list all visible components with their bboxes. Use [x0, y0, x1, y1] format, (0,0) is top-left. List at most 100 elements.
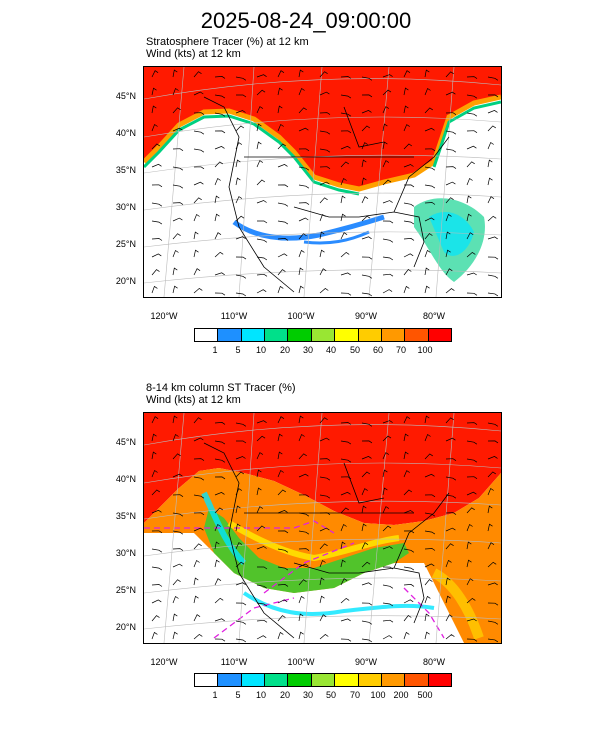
colorbar-label: 10	[255, 345, 266, 355]
wind-barb	[466, 507, 475, 514]
wind-barb	[214, 161, 223, 168]
lat-label: 20°N	[115, 622, 136, 632]
wind-barb	[151, 163, 162, 168]
wind-barb	[277, 87, 283, 96]
wind-barb	[361, 638, 373, 643]
wind-barb	[298, 285, 304, 294]
wind-barb	[277, 285, 284, 294]
lat-label: 40°N	[115, 474, 136, 484]
wind-barb	[487, 505, 493, 514]
wind-barb	[445, 559, 452, 568]
colorbar-label: 50	[325, 690, 336, 700]
wind-barb	[361, 456, 372, 460]
colorbar-label: 5	[235, 345, 241, 355]
wind-barb	[361, 196, 369, 204]
wind-barb	[340, 597, 350, 604]
colorbar-label: 60	[372, 345, 383, 355]
wind-barb	[298, 530, 310, 535]
wind-barb	[151, 489, 160, 496]
wind-barb	[340, 638, 352, 642]
wind-barb	[277, 599, 288, 604]
wind-barb	[319, 268, 327, 276]
wind-barb	[298, 184, 310, 189]
wind-barb	[466, 476, 478, 479]
colorbar-swatch	[358, 674, 382, 686]
wind-barb	[172, 433, 179, 442]
wind-barb	[256, 89, 266, 96]
wind-barb	[235, 76, 247, 81]
wind-barb	[172, 267, 178, 276]
wind-barb	[466, 597, 476, 604]
wind-barb	[277, 184, 289, 188]
wind-barb	[172, 548, 184, 551]
wind-barb	[487, 487, 494, 496]
wind-barb	[361, 125, 371, 132]
wind-barb	[340, 94, 352, 99]
wind-barb	[193, 633, 203, 640]
wind-barb	[445, 595, 451, 604]
wind-barb	[340, 272, 351, 276]
panel-1-variable-label: Stratosphere Tracer (%) at 12 km	[146, 36, 309, 48]
wind-barb	[214, 440, 226, 445]
wind-barb	[466, 195, 472, 204]
wind-barb	[466, 440, 478, 445]
wind-barb	[382, 506, 390, 514]
wind-barb	[445, 112, 457, 115]
wind-barb	[340, 618, 351, 622]
wind-barb	[340, 232, 348, 240]
colorbar-label: 10	[255, 690, 266, 700]
wind-barb	[424, 69, 430, 78]
wind-barb	[361, 159, 367, 168]
wind-barb	[214, 251, 224, 258]
panel-2-green-band	[204, 508, 409, 593]
wind-barb	[487, 620, 499, 625]
wind-barb	[487, 256, 499, 260]
panel-2-colorbar	[194, 673, 452, 687]
wind-barb	[298, 494, 310, 498]
lat-label: 25°N	[115, 239, 136, 249]
wind-barb	[298, 595, 305, 604]
wind-barb	[445, 71, 454, 78]
wind-barb	[319, 512, 331, 515]
wind-barb	[172, 512, 184, 517]
wind-barb	[214, 232, 222, 240]
wind-barb	[319, 197, 328, 204]
wind-barb	[235, 236, 246, 240]
wind-barb	[172, 127, 183, 132]
wind-barb	[277, 105, 283, 114]
wind-barb	[151, 566, 163, 571]
wind-barb	[151, 87, 157, 96]
panel-2-dashed-lines	[144, 520, 445, 639]
wind-barb	[403, 489, 413, 496]
wind-barb	[214, 458, 226, 463]
wind-barb	[382, 487, 388, 496]
wind-barb	[172, 595, 179, 604]
wind-barb	[424, 579, 433, 586]
colorbar-swatch	[218, 329, 242, 341]
wind-barb	[487, 274, 499, 279]
wind-barb	[298, 631, 304, 640]
wind-barb	[235, 582, 246, 586]
wind-barb	[214, 76, 226, 79]
wind-barb	[172, 415, 178, 424]
panel-1-header: Stratosphere Tracer (%) at 12 km Wind (k…	[146, 36, 309, 60]
wind-barb	[403, 220, 415, 225]
wind-barb	[214, 618, 225, 622]
lat-label: 25°N	[115, 585, 136, 595]
wind-barb	[340, 523, 347, 532]
lat-label: 45°N	[115, 91, 136, 101]
wind-barb	[424, 453, 433, 460]
wind-barb	[151, 143, 160, 150]
wind-barb	[172, 453, 181, 460]
wind-barb	[445, 166, 457, 169]
wind-barb	[193, 512, 205, 516]
wind-barb	[382, 89, 392, 96]
wind-barb	[151, 253, 162, 258]
wind-barb	[361, 523, 367, 532]
wind-barb	[424, 595, 431, 604]
wind-barb	[277, 566, 289, 571]
wind-barb	[172, 579, 181, 586]
wind-barb	[235, 215, 245, 222]
wind-barb	[487, 561, 497, 568]
wind-barb	[235, 196, 243, 204]
